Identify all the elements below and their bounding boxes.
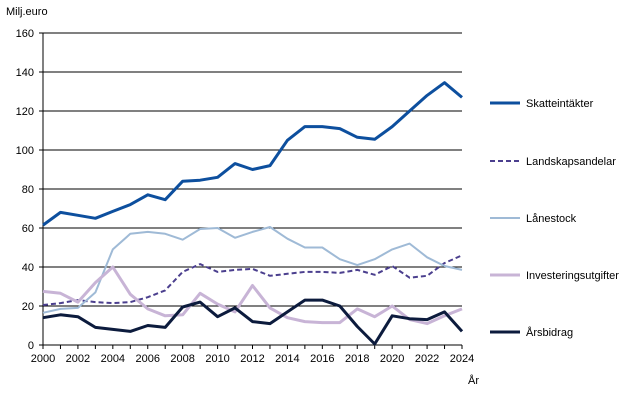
y-tick-100: 100 <box>16 145 34 157</box>
legend-label-skatteintakter: Skatteintäkter <box>526 98 594 110</box>
y-tick-140: 140 <box>16 67 34 79</box>
x-tick-2008: 2008 <box>170 353 194 365</box>
y-tick-80: 80 <box>22 184 34 196</box>
x-tick-2018: 2018 <box>345 353 369 365</box>
x-tick-2022: 2022 <box>415 353 439 365</box>
x-tick-2010: 2010 <box>205 353 229 365</box>
x-tick-2002: 2002 <box>66 353 90 365</box>
x-tick-2024: 2024 <box>450 353 474 365</box>
legend: Skatteintäkter Landskapsandelar Lånestock I… <box>490 98 619 339</box>
y-axis-title: Milj.euro <box>6 6 48 18</box>
legend-label-landskapsandelar: Landskapsandelar <box>526 156 616 168</box>
y-tick-40: 40 <box>22 262 34 274</box>
y-tick-labels: 0 20 40 60 80 100 120 140 160 <box>16 28 34 352</box>
y-tick-0: 0 <box>28 340 34 352</box>
x-tick-2004: 2004 <box>101 353 125 365</box>
series-line-skatteintakter <box>42 81 463 227</box>
x-tick-2012: 2012 <box>240 353 264 365</box>
x-tick-2000: 2000 <box>31 353 55 365</box>
legend-label-arsbidrag: Årsbidrag <box>526 326 573 339</box>
x-axis-title: År <box>468 374 479 387</box>
series-line-landskapsandelar <box>42 254 463 306</box>
y-tick-60: 60 <box>22 223 34 235</box>
x-tick-labels: 2000 2002 2004 2006 2008 2010 2012 2014 2016 2018… <box>31 353 474 365</box>
x-tick-2006: 2006 <box>136 353 160 365</box>
series-line-investeringsutgifter <box>42 265 463 326</box>
x-tick-2020: 2020 <box>380 353 404 365</box>
y-tick-20: 20 <box>22 301 34 313</box>
series-lines <box>42 81 464 346</box>
legend-label-investeringsutgifter: Investeringsutgifter <box>526 270 619 282</box>
x-tick-2014: 2014 <box>275 353 299 365</box>
axes <box>39 32 463 349</box>
legend-label-lanestock: Lånestock <box>526 213 577 225</box>
y-tick-120: 120 <box>16 106 34 118</box>
y-tick-160: 160 <box>16 28 34 40</box>
series-line-lanestock <box>42 226 463 314</box>
series-line-arsbidrag <box>42 298 464 346</box>
x-tick-2016: 2016 <box>310 353 334 365</box>
